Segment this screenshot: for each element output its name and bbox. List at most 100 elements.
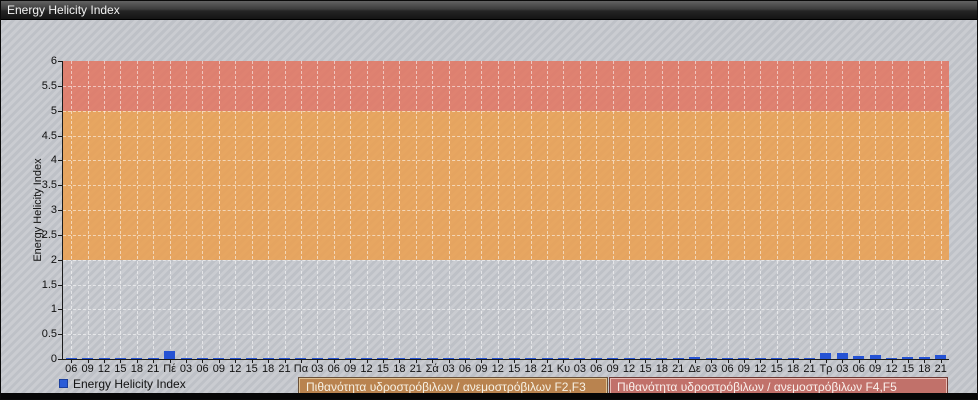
x-tick: [268, 360, 270, 363]
ehi-bar: [574, 358, 586, 359]
gridline-horizontal: [63, 259, 949, 261]
x-tick: [464, 360, 466, 363]
x-tick: [497, 360, 499, 363]
gridline-horizontal: [63, 309, 949, 311]
y-tick: [58, 284, 62, 286]
gridline-horizontal: [63, 210, 949, 211]
y-tick-label: 1: [50, 303, 57, 316]
x-tick: [547, 360, 549, 363]
window-bottom-edge: [1, 393, 977, 399]
ehi-bar: [344, 358, 356, 359]
x-tick: [366, 360, 368, 363]
x-tick-label: 21: [803, 363, 816, 375]
x-tick: [776, 360, 778, 363]
x-tick-label: 21: [672, 363, 685, 375]
ehi-bar: [754, 357, 766, 359]
ehi-bar: [180, 357, 192, 359]
ehi-bar: [311, 357, 323, 359]
ehi-bar: [443, 357, 455, 359]
y-tick-label: 6: [50, 55, 57, 67]
x-tick: [694, 360, 696, 363]
y-tick: [58, 185, 62, 187]
y-tick: [58, 85, 62, 87]
y-tick-label: 2: [50, 253, 57, 266]
x-tick-label: 09: [212, 363, 225, 375]
ehi-bar: [935, 354, 947, 359]
gridline-horizontal: [63, 135, 949, 137]
ehi-bar: [525, 358, 537, 359]
y-tick-label: 1.5: [41, 278, 57, 291]
ehi-bar: [771, 357, 783, 359]
x-tick: [399, 360, 401, 363]
ehi-bar: [541, 358, 553, 359]
ehi-bar: [902, 356, 914, 359]
x-tick: [415, 360, 417, 363]
x-tick-label: 12: [491, 363, 504, 375]
x-tick-label: 15: [901, 363, 915, 375]
ehi-bar: [361, 358, 373, 359]
ehi-bar: [492, 358, 504, 359]
x-tick: [104, 360, 106, 363]
ehi-bar: [639, 358, 651, 359]
x-tick-label: 18: [655, 363, 668, 375]
x-tick-label: 03: [836, 363, 849, 375]
ehi-bar: [196, 358, 208, 359]
window-title: Energy Helicity Index: [7, 3, 120, 17]
x-tick-label: 21: [540, 363, 554, 375]
x-tick-label: 21: [147, 363, 160, 375]
ehi-bar: [328, 358, 340, 359]
x-tick-label: 15: [376, 363, 390, 375]
ehi-bar: [886, 357, 898, 359]
ehi-bar: [836, 353, 848, 359]
x-tick: [136, 360, 138, 363]
x-tick-label: 09: [344, 363, 357, 375]
y-axis-line: [62, 61, 63, 360]
legend-label: Energy Helicity Index: [73, 376, 186, 391]
x-tick: [612, 360, 614, 363]
x-tick: [563, 360, 565, 363]
x-tick-label: 21: [278, 363, 291, 375]
band-label-f4f5: Πιθανότητα υδροστρόβιλων / ανεμοστρόβιλω…: [610, 378, 947, 396]
x-tick-label: 06: [327, 363, 340, 375]
x-tick-label: Πα: [293, 363, 309, 375]
ehi-bar: [787, 358, 799, 359]
x-tick-label: 09: [737, 363, 751, 375]
legend-color-swatch: [59, 379, 68, 389]
x-tick: [842, 360, 844, 363]
y-tick-label: 5.5: [41, 79, 57, 92]
x-axis-line: [62, 359, 949, 360]
ehi-bar: [65, 358, 77, 359]
ehi-bar: [804, 357, 816, 359]
ehi-bar: [164, 351, 176, 359]
y-tick: [58, 61, 62, 62]
x-tick-label: 18: [524, 363, 537, 375]
x-tick-label: 12: [622, 363, 636, 375]
y-tick: [58, 135, 62, 137]
chart-legend: Energy Helicity Index: [59, 376, 186, 392]
x-tick-label: 09: [606, 363, 619, 375]
ehi-bar: [279, 357, 290, 359]
x-tick-label: 06: [458, 363, 472, 375]
x-tick-label: 18: [393, 363, 406, 375]
x-tick: [793, 360, 795, 363]
y-tick: [58, 334, 62, 336]
ehi-bar: [114, 357, 126, 359]
x-tick: [284, 360, 286, 363]
x-tick-label: 18: [130, 363, 143, 375]
x-tick: [711, 360, 713, 363]
x-tick: [153, 360, 155, 363]
ehi-bar: [393, 358, 405, 359]
gridline-horizontal: [63, 185, 949, 187]
x-tick-label: 15: [770, 363, 783, 375]
ehi-bar: [246, 357, 258, 359]
ehi-bar: [508, 358, 520, 359]
y-tick: [58, 259, 62, 261]
x-tick: [251, 360, 253, 363]
ehi-bar: [590, 358, 602, 359]
x-tick: [645, 360, 647, 363]
x-tick-label: 18: [261, 363, 275, 375]
ehi-bar: [869, 355, 881, 359]
ehi-bar: [98, 358, 110, 359]
